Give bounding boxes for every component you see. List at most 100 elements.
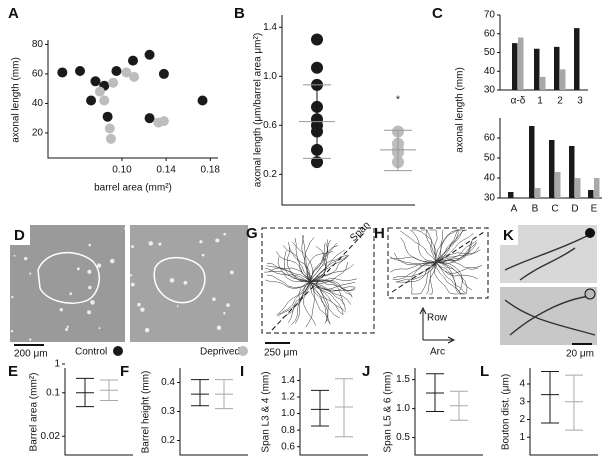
branch — [309, 256, 348, 283]
texture-dot — [10, 329, 14, 333]
texture-dot — [158, 242, 162, 246]
scale-label: 250 μm — [264, 348, 298, 359]
branch — [434, 261, 458, 295]
axon-trace — [389, 229, 483, 295]
marker-deprived — [584, 288, 596, 300]
texture-dot — [216, 325, 222, 330]
x-tick-label: 2 — [557, 96, 563, 107]
branch — [266, 262, 311, 283]
image-deprived — [500, 287, 597, 345]
texture-dot — [223, 312, 226, 315]
axon-trace — [264, 234, 358, 328]
frame — [387, 227, 489, 299]
texture-dot — [88, 285, 92, 290]
branch — [309, 281, 353, 298]
bar — [560, 69, 566, 90]
legend-marker — [113, 346, 123, 356]
branch — [392, 261, 437, 281]
branch — [435, 246, 480, 263]
barrel-outline — [153, 256, 206, 304]
y-tick-label: 1.0 — [396, 403, 410, 414]
texture-dot — [183, 280, 188, 285]
point — [158, 116, 169, 127]
panel-label: D — [14, 227, 25, 244]
y-tick-label: 60 — [484, 28, 496, 39]
y-axis-label: axonal length (mm) — [455, 67, 466, 153]
bar — [508, 192, 514, 198]
bar — [594, 178, 600, 198]
y-axis-label: Span L5 & 6 (mm) — [383, 371, 394, 452]
branch — [301, 234, 311, 282]
bar — [555, 172, 561, 198]
point — [144, 113, 155, 124]
branch — [435, 261, 478, 280]
texture-dot — [87, 310, 92, 315]
point — [104, 123, 115, 134]
axes — [281, 15, 415, 206]
panel-label: G — [246, 225, 258, 242]
branch — [435, 261, 463, 292]
y-tick-label: 1.4 — [263, 22, 277, 33]
point — [197, 95, 208, 106]
y-tick-label: 0.8 — [281, 425, 295, 436]
texture-dot — [98, 327, 101, 330]
y-axis-label: Barrel height (mm) — [141, 371, 152, 454]
axes — [179, 368, 248, 456]
point — [102, 111, 113, 122]
panel-label: L — [480, 363, 489, 380]
y-tick-label: 0.1 — [46, 387, 60, 398]
branch — [309, 281, 329, 324]
panel-label: A — [8, 5, 19, 22]
y-axis-label: axonal length (mm) — [11, 57, 22, 143]
point — [75, 65, 86, 76]
bar — [569, 146, 575, 198]
y-axis-label: Barrel area (mm²) — [29, 373, 40, 452]
branch — [306, 251, 334, 283]
branch — [389, 256, 437, 263]
branch — [288, 281, 311, 323]
bar — [554, 46, 560, 90]
branch — [309, 281, 344, 316]
branch — [435, 241, 473, 263]
texture-dot — [137, 302, 141, 307]
y-tick-label: 0.5 — [396, 432, 410, 443]
branch — [435, 229, 461, 263]
bar — [535, 188, 541, 198]
y-tick-label: 1.0 — [263, 71, 277, 82]
branch — [435, 261, 479, 274]
branch — [435, 229, 459, 263]
y-tick-label: 4 — [519, 379, 525, 390]
orientation-arrows — [419, 306, 456, 344]
branch — [309, 281, 352, 305]
branch — [396, 261, 437, 283]
x-tick-label: E — [591, 204, 598, 215]
branch — [283, 250, 311, 283]
branch — [426, 261, 437, 295]
y-axis-label: axonal length (μm/barrel area μm²) — [253, 33, 264, 187]
texture-dot — [24, 256, 28, 261]
texture-dot — [76, 267, 80, 271]
y-tick-label: 1.5 — [396, 374, 410, 385]
texture-dot — [96, 263, 102, 268]
branch — [288, 242, 311, 283]
point — [311, 156, 323, 169]
texture-dot — [88, 243, 92, 247]
y-tick-label: 0.02 — [41, 431, 61, 442]
x-tick-label: A — [511, 204, 518, 215]
y-tick-label: 50 — [484, 47, 496, 58]
bar — [588, 190, 594, 198]
point — [99, 95, 110, 106]
texture-dot — [109, 258, 115, 264]
bar — [575, 178, 581, 198]
axis-label: Row — [427, 313, 448, 324]
branch — [294, 237, 311, 283]
texture-dot — [13, 254, 16, 257]
branch — [421, 229, 437, 263]
branch — [309, 242, 329, 283]
axon-image — [504, 231, 596, 336]
y-tick-label: 1 — [519, 432, 525, 443]
branch — [435, 229, 459, 263]
point — [129, 71, 140, 82]
